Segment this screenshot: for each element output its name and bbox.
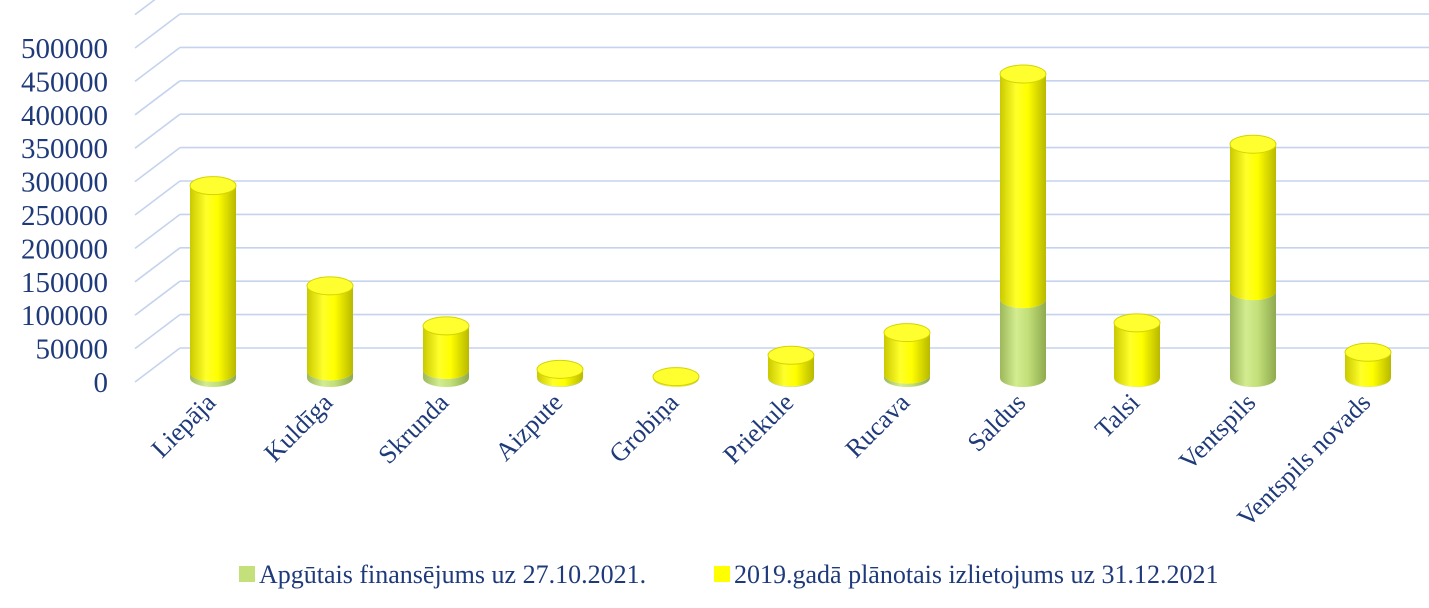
bar-segment-planned	[1114, 322, 1160, 387]
bar-top	[999, 64, 1047, 84]
legend: Apgūtais finansējums uz 27.10.2021. 2019.…	[239, 560, 1219, 589]
y-tick-label: 450000	[21, 66, 108, 98]
grid-lines	[134, 0, 1429, 383]
bar-top	[1113, 313, 1161, 333]
x-tick-label: Liepāja	[146, 387, 222, 463]
bar-segment-planned	[1000, 74, 1046, 309]
legend-swatch	[714, 566, 730, 582]
bar-segment-planned	[423, 325, 469, 379]
bar-top	[189, 176, 237, 196]
x-tick-label: Talsi	[1089, 388, 1145, 444]
grid-depth-line	[134, 313, 181, 350]
bar-segment-planned	[307, 285, 353, 381]
bar-group	[306, 276, 354, 387]
bar-segment-funding	[1000, 299, 1046, 387]
bar-segment-planned	[537, 369, 583, 387]
y-tick-label: 100000	[21, 300, 108, 332]
bar-top	[652, 367, 700, 387]
bar-group	[422, 316, 470, 387]
bar-group	[1113, 313, 1161, 387]
grid-depth-line	[134, 46, 181, 83]
grid-depth-line	[134, 13, 181, 49]
y-tick-label: 500000	[21, 33, 108, 65]
y-tick-label: 150000	[21, 267, 108, 299]
grid-depth-line	[134, 180, 181, 216]
legend-label: 2019.gadā plānotais izlietojums uz 31.12…	[734, 560, 1219, 589]
bar-segment-funding	[423, 369, 469, 387]
bar-top	[1229, 134, 1277, 154]
bar-segment-planned	[1230, 144, 1276, 301]
y-axis-ticks: 0500001000001500002000002500003000003500…	[21, 33, 108, 399]
legend-swatch	[239, 566, 255, 582]
bar-group	[189, 176, 237, 387]
x-tick-label: Rucava	[840, 387, 916, 463]
x-tick-label: Skrunda	[372, 387, 454, 469]
grid-depth-line	[134, 213, 181, 250]
bars	[189, 64, 1392, 387]
bar-group	[767, 345, 815, 387]
y-tick-label: 250000	[21, 200, 108, 232]
legend-label: Apgūtais finansējums uz 27.10.2021.	[259, 560, 646, 589]
bar-group	[1229, 134, 1277, 387]
y-tick-label: 350000	[21, 133, 108, 165]
x-tick-label: Grobiņa	[603, 387, 684, 468]
bar-segment-planned	[190, 185, 237, 382]
y-tick-label: 0	[94, 367, 109, 399]
x-tick-label: Aizpute	[490, 388, 569, 467]
y-tick-label: 300000	[21, 167, 108, 199]
y-tick-label: 50000	[36, 334, 109, 366]
bar-segment-funding	[1230, 291, 1276, 387]
x-axis-ticks: Liepāja Kuldīga Skrunda Aizpute Grobiņa Priek…	[146, 387, 1377, 532]
x-tick-label: Kuldīga	[259, 387, 339, 467]
grid-depth-line	[134, 280, 181, 316]
bar-segment-planned	[884, 332, 930, 384]
grid-depth-line	[134, 146, 181, 183]
x-tick-label: Priekule	[717, 388, 799, 470]
bar-group	[883, 323, 931, 387]
bar-segment-funding	[190, 372, 237, 387]
bar-segment-planned	[768, 355, 814, 387]
bar-group	[652, 367, 700, 387]
bar-segment-funding	[884, 374, 930, 387]
grid-depth-line	[134, 80, 181, 116]
bar-top	[883, 323, 931, 343]
grid-depth-line	[134, 0, 156, 16]
bar-segment-funding	[307, 371, 353, 387]
x-tick-label: Saldus	[962, 388, 1032, 458]
x-tick-label: Ventspils	[1173, 388, 1261, 476]
grid-depth-line	[134, 347, 181, 383]
y-tick-label: 200000	[21, 233, 108, 265]
bar-group	[536, 359, 584, 387]
bar-group	[999, 64, 1047, 387]
bar-top	[767, 345, 815, 365]
bar-segment-planned	[1345, 352, 1391, 387]
bar-top	[422, 316, 470, 336]
bar-group	[1344, 342, 1392, 387]
grid-depth-line	[134, 247, 181, 283]
y-tick-label: 400000	[21, 100, 108, 132]
bar-top	[306, 276, 354, 296]
bar-top	[536, 359, 584, 379]
bar-top	[1344, 342, 1392, 362]
grid-depth-line	[134, 113, 181, 149]
